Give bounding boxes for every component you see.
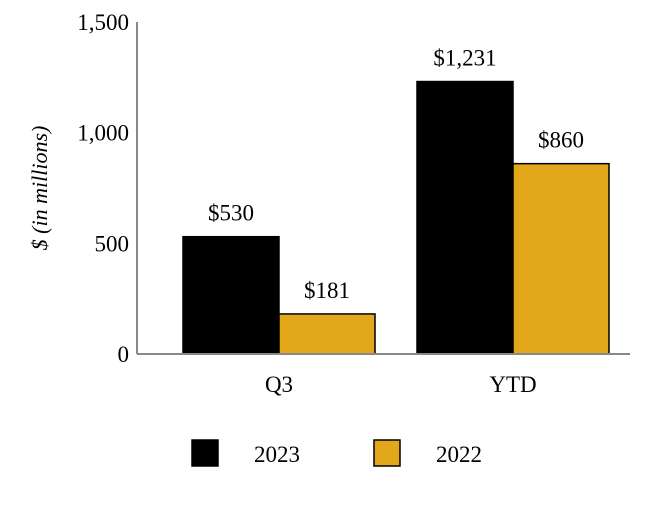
data-label: $530: [208, 201, 254, 226]
bar-2022-Q3: [278, 313, 376, 355]
legend-swatch-2022: [373, 439, 401, 467]
data-label: $860: [538, 128, 584, 153]
legend-label: 2023: [254, 442, 300, 467]
y-axis-label: $ (in millions): [27, 126, 52, 251]
data-label: $1,231: [433, 46, 496, 71]
x-tick-label: YTD: [489, 372, 536, 397]
y-tick-label: 1,000: [77, 121, 129, 146]
y-tick-label: 0: [118, 342, 130, 367]
data-label: $181: [304, 278, 350, 303]
y-tick-label: 500: [95, 231, 130, 256]
legend-swatch-2023: [191, 439, 219, 467]
y-tick-label: 1,500: [77, 10, 129, 35]
bar-2022-YTD: [512, 162, 610, 355]
bar-2023-Q3: [182, 235, 280, 355]
bar-2023-YTD: [416, 80, 514, 355]
legend-label: 2022: [436, 442, 482, 467]
x-tick-label: Q3: [265, 372, 293, 397]
